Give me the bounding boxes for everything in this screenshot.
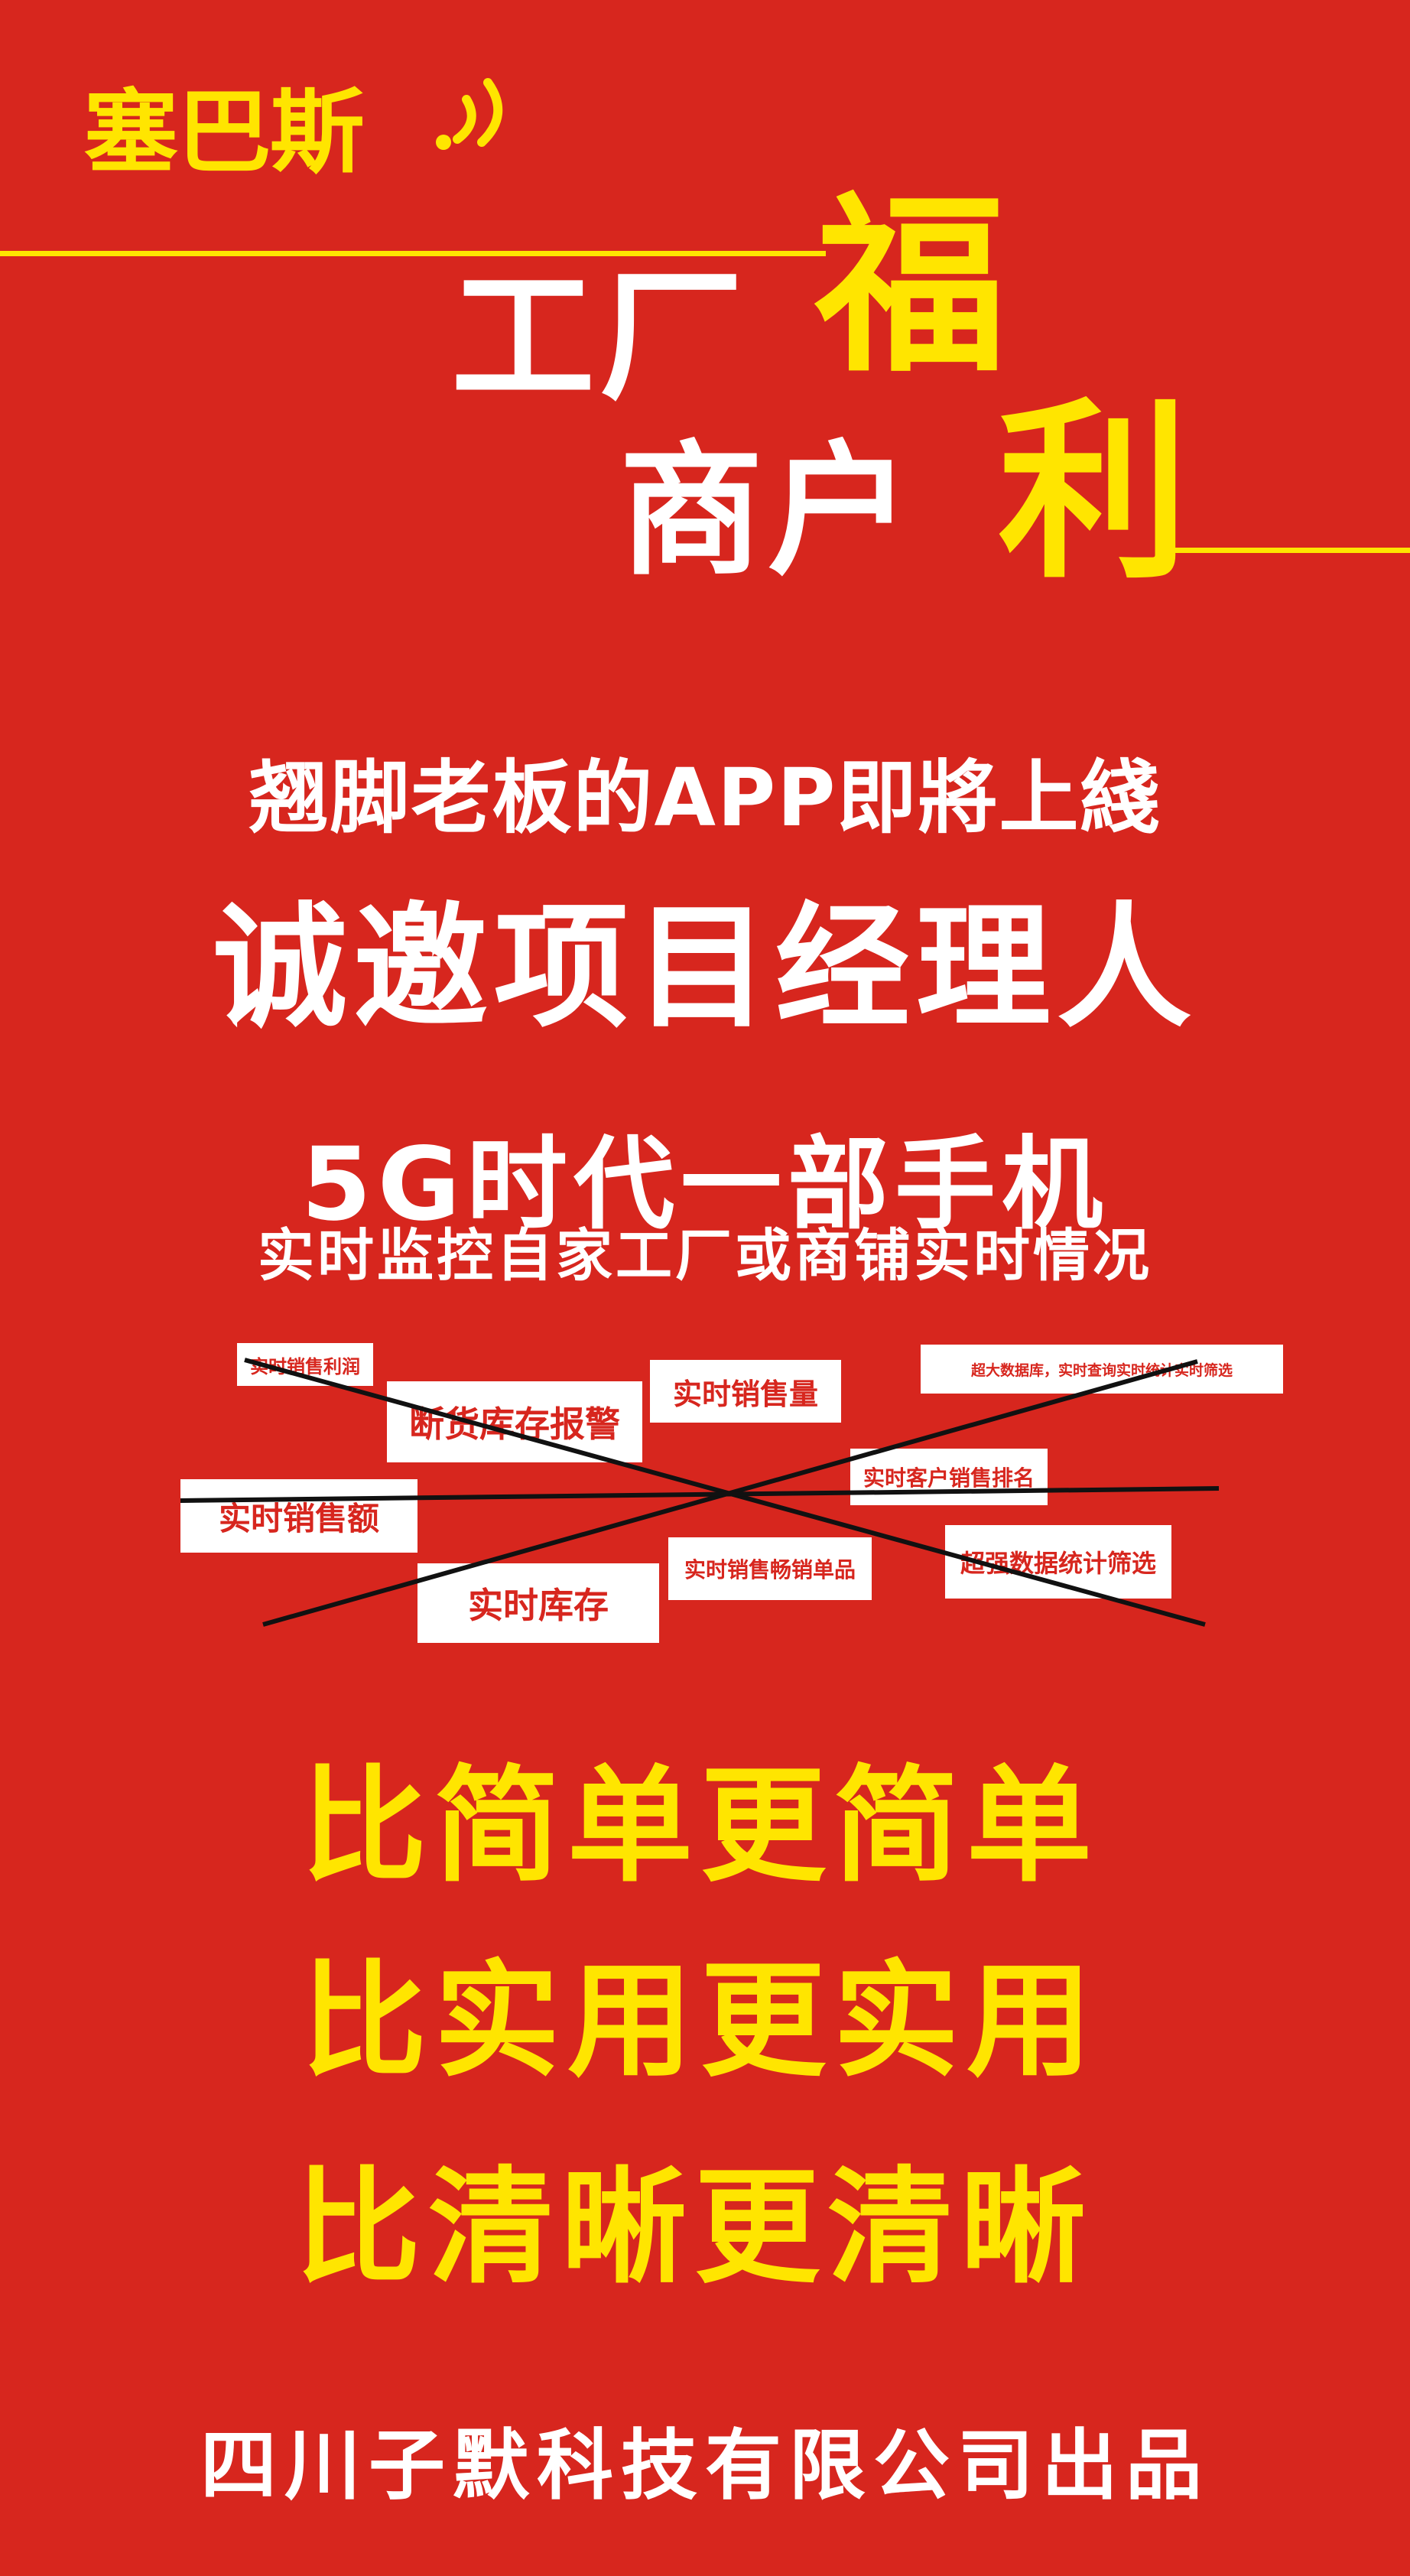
tag-big-database: 超大数据库，实时查询实时统计实时筛选 xyxy=(921,1345,1283,1394)
headline-fu: 福 xyxy=(815,175,1006,398)
tag-sales-volume: 实时销售量 xyxy=(650,1360,841,1423)
slogan-simple: 比简单更简单 xyxy=(301,1753,1100,1899)
monitor-subtitle: 实时监控自家工厂或商铺实时情况 xyxy=(258,1223,1152,1289)
headline-merchant: 商户 xyxy=(619,428,916,595)
tag-customer-ranking: 实时客户销售排名 xyxy=(850,1449,1048,1505)
divider-line-top xyxy=(0,251,826,256)
slogan-clear: 比清晰更清晰 xyxy=(294,2155,1093,2301)
brand-name: 塞巴斯 xyxy=(83,80,365,185)
tag-stock-alert: 断货库存报警 xyxy=(387,1381,642,1462)
tag-sales-amount: 实时销售额 xyxy=(180,1479,417,1553)
headline-factory: 工厂 xyxy=(451,254,748,421)
headline-li: 利 xyxy=(998,382,1189,604)
tag-inventory: 实时库存 xyxy=(417,1563,659,1643)
slogan-practical: 比实用更实用 xyxy=(301,1948,1100,2094)
invite-headline: 诚邀项目经理人 xyxy=(212,890,1197,1046)
tag-sales-profit: 实时销售利润 xyxy=(237,1343,373,1386)
divider-line-right xyxy=(1162,548,1410,553)
tag-data-filter: 超强数据统计筛选 xyxy=(945,1525,1171,1599)
app-announcement: 翘脚老板的APP即將上綫 xyxy=(249,751,1161,844)
brand-logo: 塞巴斯 xyxy=(83,78,503,182)
company-footer: 四川子默科技有限公司出品 xyxy=(200,2421,1210,2510)
fiveg-headline: 5G时代一部手机 xyxy=(301,1126,1109,1244)
tag-bestseller: 实时销售畅销单品 xyxy=(668,1537,872,1600)
wifi-signal-icon xyxy=(436,78,503,150)
